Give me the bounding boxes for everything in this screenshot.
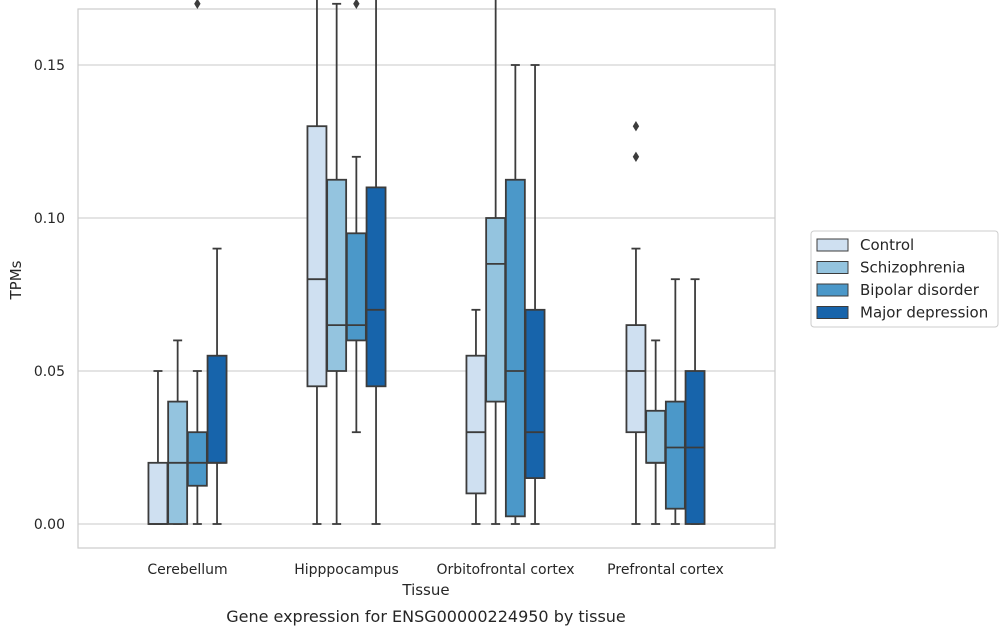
legend-swatch (816, 306, 849, 319)
box-schizophrenia (645, 339, 667, 525)
outlier-point (632, 121, 640, 132)
legend-label: Major depression (860, 304, 988, 322)
box-control (465, 308, 487, 525)
box-body (524, 308, 546, 479)
y-tick-label: 0.05 (34, 364, 65, 380)
legend-swatch (816, 238, 849, 252)
legend-swatch (816, 283, 849, 297)
box-major-depression (684, 278, 706, 525)
y-tick-label: 0.10 (34, 211, 65, 227)
box-body (485, 217, 507, 403)
y-tick-label: 0.00 (34, 517, 65, 533)
box-control (625, 121, 647, 525)
box-schizophrenia (326, 2, 348, 525)
x-tick-label: Prefrontal cortex (607, 562, 724, 578)
y-tick-label: 0.15 (34, 58, 65, 74)
y-axis-ticks: 0.000.050.100.150.200.250.30 (34, 58, 65, 533)
box-schizophrenia (485, 0, 507, 525)
y-axis-label: TPMs (7, 260, 25, 300)
legend-label: Bipolar disorder (860, 281, 980, 299)
box-bipolar-disorder (504, 64, 526, 525)
legend-label: Schizophrenia (860, 259, 965, 277)
box-bipolar-disorder (186, 0, 208, 525)
chart-caption: Gene expression for ENSG00000224950 by t… (226, 607, 626, 626)
x-tick-label: Cerebellum (147, 562, 227, 578)
box-body (326, 178, 348, 372)
box-bipolar-disorder (664, 278, 686, 525)
outlier-point (632, 151, 640, 162)
box-body (147, 461, 169, 525)
x-axis-ticks: Cerebellum Hipppocampus Orbitofrontal cort… (147, 562, 723, 578)
box-schizophrenia (167, 339, 189, 525)
box-body (664, 400, 686, 510)
legend-frame (810, 230, 999, 328)
x-tick-label: Orbitofrontal cortex (437, 562, 575, 578)
box-major-depression (524, 64, 546, 525)
box-body (186, 431, 208, 487)
box-body (206, 354, 228, 464)
box-body (365, 186, 387, 388)
box-body (465, 354, 487, 495)
box-body (306, 125, 328, 388)
plot-area-frame (77, 8, 776, 549)
outlier-point (194, 0, 201, 9)
boxes (147, 0, 706, 525)
box-bipolar-disorder (345, 0, 367, 434)
legend: Control Schizophrenia Bipolar disorder Majo… (810, 230, 999, 328)
box-major-depression (365, 0, 387, 525)
x-tick-label: Hipppocampus (294, 562, 399, 578)
box-major-depression (206, 247, 228, 525)
legend-swatch (816, 261, 849, 274)
outlier-point (353, 0, 360, 9)
box-body (504, 178, 526, 518)
box-control (306, 0, 328, 525)
legend-label: Control (860, 236, 914, 254)
box-control (147, 370, 169, 525)
box-body (645, 409, 667, 464)
x-axis-label: Tissue (401, 581, 449, 599)
box-body (625, 324, 647, 434)
